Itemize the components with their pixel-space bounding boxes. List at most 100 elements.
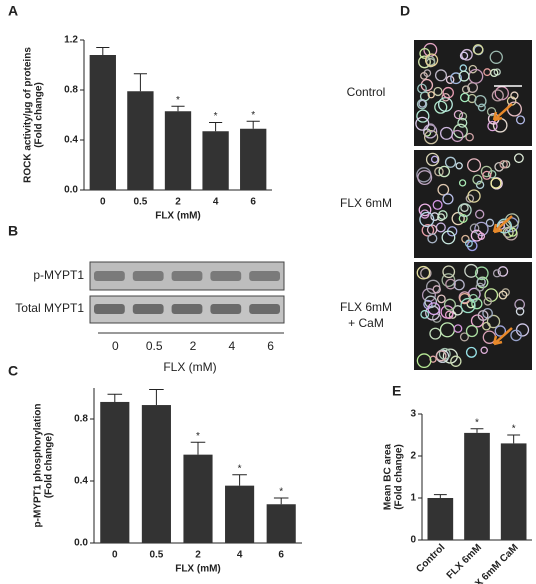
significance-marker: * (214, 111, 218, 122)
cell (491, 89, 504, 102)
bar (266, 504, 296, 543)
bar (202, 131, 229, 190)
cell (465, 324, 479, 338)
blot-band (249, 304, 280, 314)
error-bar (171, 105, 185, 112)
cell (442, 86, 454, 99)
cell (425, 152, 440, 167)
blot-band (94, 271, 125, 281)
y-tick-label: 2 (410, 451, 416, 462)
significance-marker: * (251, 110, 255, 121)
x-tick-label: 6 (278, 550, 284, 561)
cell (465, 346, 477, 358)
cell (510, 91, 519, 100)
error-bar (107, 393, 123, 402)
micrograph-label: + CaM (348, 316, 384, 330)
micrograph (414, 150, 532, 258)
cell (483, 297, 493, 306)
y-tick-label: 1.2 (64, 35, 78, 46)
cell (427, 91, 435, 99)
blot-band (210, 271, 242, 281)
blot-band (249, 271, 280, 281)
cell (464, 263, 479, 278)
cell (477, 103, 486, 112)
cell (474, 94, 487, 108)
y-axis-label: (Fold change) (34, 82, 45, 148)
cell (420, 71, 428, 80)
blot-lane-label: 6 (267, 339, 274, 353)
x-tick-label: 4 (237, 550, 243, 561)
significance-marker: * (176, 95, 180, 106)
error-bar (96, 47, 110, 55)
cell (453, 324, 463, 333)
cell (475, 209, 485, 219)
cell (417, 83, 427, 94)
cell (419, 211, 435, 227)
cell (515, 115, 526, 125)
cell (436, 294, 446, 304)
blot-band (210, 304, 242, 314)
cell (470, 314, 485, 328)
cell (482, 170, 492, 180)
cell (461, 85, 471, 94)
error-bar (246, 120, 260, 129)
bar (464, 432, 490, 540)
y-tick-label: 0.0 (74, 538, 88, 549)
cell (418, 203, 432, 217)
x-tick-label: 0.5 (149, 550, 163, 561)
micrograph-label: Control (347, 85, 386, 99)
cell (465, 194, 475, 203)
panel-letter: A (8, 3, 18, 19)
cell (513, 153, 524, 164)
cell (438, 165, 451, 178)
cell (421, 288, 436, 303)
error-bar (470, 428, 484, 433)
cell (419, 47, 431, 59)
y-tick-label: 0.8 (64, 85, 78, 96)
cell (422, 124, 438, 139)
y-tick-label: 0.0 (64, 185, 78, 196)
cell (458, 213, 468, 224)
cell (508, 227, 518, 237)
cell (427, 302, 441, 316)
error-bar (232, 474, 247, 486)
cell (420, 78, 434, 92)
blot-lane-label: 2 (190, 339, 197, 353)
cell (458, 179, 467, 187)
cell (480, 346, 488, 355)
blot-lane-label: 4 (228, 339, 235, 353)
cell (424, 295, 438, 309)
cell (437, 183, 450, 196)
y-axis-label: (Fold change) (44, 433, 55, 499)
cell (499, 160, 508, 169)
cell (442, 265, 456, 279)
panel-letter: B (8, 223, 18, 239)
blot-lane-label: 0.5 (146, 339, 163, 353)
cell (459, 51, 469, 60)
bar (100, 401, 130, 543)
cell (498, 290, 508, 300)
y-tick-label: 0 (410, 535, 416, 546)
bar (89, 55, 116, 190)
arrow (492, 215, 513, 234)
x-tick-label: 4 (213, 197, 219, 208)
bar (427, 498, 454, 540)
cell (472, 44, 484, 55)
bar (225, 485, 255, 543)
cell (437, 213, 446, 222)
blot-row-label: p-MYPT1 (33, 268, 84, 282)
x-tick-label: 2 (175, 197, 181, 208)
x-axis-label: FLX (mM) (175, 564, 221, 575)
y-tick-label: 0.4 (64, 135, 78, 146)
x-tick-label: 0 (100, 197, 106, 208)
cell (430, 155, 439, 164)
cell (434, 100, 448, 114)
cell (432, 285, 441, 294)
cell (476, 277, 486, 287)
arrow (492, 327, 513, 346)
cell (418, 99, 427, 108)
cell (470, 229, 483, 242)
significance-marker: * (512, 424, 516, 435)
cell (467, 189, 481, 203)
y-tick-label: 1 (410, 493, 416, 504)
